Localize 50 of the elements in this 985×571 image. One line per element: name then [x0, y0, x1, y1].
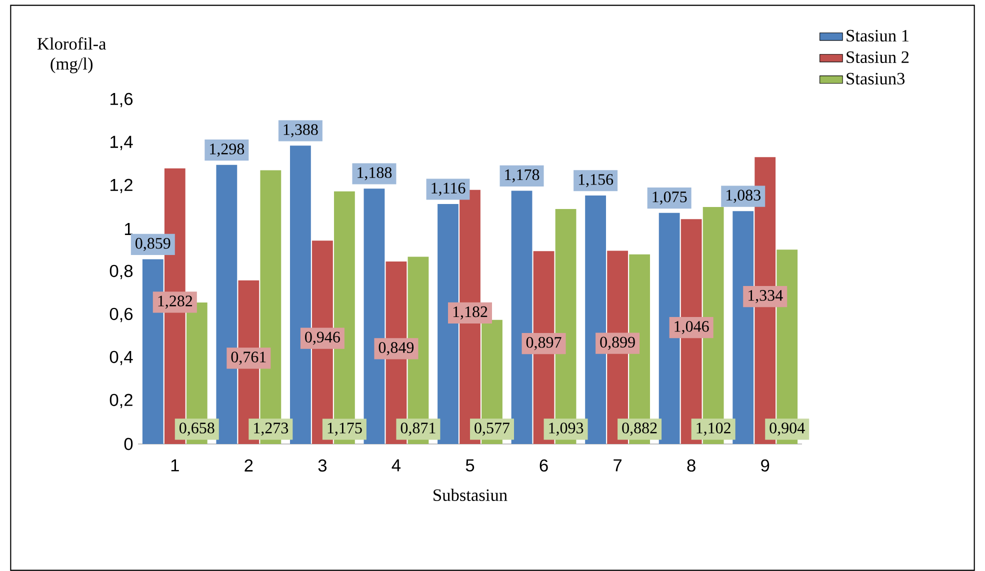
y-tick-label: 1	[124, 223, 132, 235]
data-label: 1,273	[254, 422, 288, 436]
data-label: 1,046	[674, 320, 709, 334]
data-label: 1,298	[210, 144, 244, 157]
y-tick-label: 1,6	[110, 92, 133, 108]
data-label: 0,946	[305, 332, 340, 345]
x-tick-label: 9	[761, 459, 770, 472]
data-label: 1,182	[453, 306, 488, 320]
data-label: 1,175	[328, 422, 362, 436]
data-label: 1,116	[432, 182, 466, 196]
data-label: 1,282	[158, 296, 192, 309]
y-tick-label: 1,2	[110, 178, 132, 194]
data-label: 1,156	[578, 174, 614, 188]
x-tick-label: 3	[318, 459, 327, 472]
x-tick-label: 5	[466, 459, 474, 472]
data-label: 1,388	[284, 124, 318, 138]
data-label: 0,761	[231, 352, 266, 365]
x-tick-label: 7	[614, 459, 622, 472]
y-tick-label: 0,4	[110, 350, 133, 366]
x-tick-label: 2	[244, 459, 253, 472]
data-label: 0,577	[474, 422, 510, 436]
data-label: 0,658	[180, 422, 214, 436]
x-tick-label: 1	[171, 459, 179, 472]
data-label: 0,859	[136, 238, 170, 252]
data-label: 1,102	[696, 422, 730, 436]
x-axis-title: Substasiun	[434, 488, 508, 501]
legend-label: Stasiun3	[846, 72, 905, 85]
data-label: 1,093	[549, 422, 584, 436]
data-label: 1,188	[358, 167, 392, 180]
data-label: 1,075	[652, 191, 687, 205]
data-label: 0,899	[600, 336, 635, 350]
y-tick-label: 1,4	[110, 136, 133, 150]
legend-label: Stasiun 2	[846, 51, 909, 64]
data-label: 0,904	[770, 422, 805, 436]
y-tick-label: 0,2	[110, 394, 132, 408]
legend-label: Stasiun 1	[846, 30, 908, 42]
data-label: 0,871	[400, 422, 436, 436]
x-tick-label: 4	[392, 459, 401, 472]
data-label: 0,882	[622, 422, 657, 436]
data-label: 0,849	[378, 342, 414, 356]
y-tick-label: 0,8	[110, 264, 133, 280]
x-tick-label: 8	[687, 459, 696, 472]
y-tick-label: 0	[124, 438, 133, 450]
y-tick-label: 0,6	[110, 308, 133, 322]
y-axis-title: Klorofil-a (mg/l)	[37, 37, 106, 74]
data-label: 1,178	[505, 169, 540, 182]
data-label: 1,083	[726, 190, 760, 203]
data-label: 1,334	[748, 290, 783, 304]
data-label: 0,897	[526, 337, 562, 350]
x-tick-label: 6	[540, 459, 548, 472]
